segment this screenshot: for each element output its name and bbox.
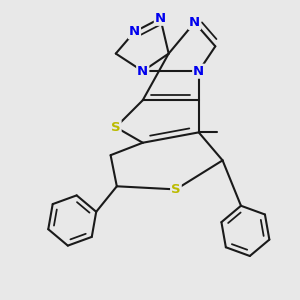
Text: S: S [111, 121, 121, 134]
Text: N: N [155, 12, 166, 25]
Text: N: N [137, 65, 148, 78]
Text: S: S [171, 183, 181, 196]
Text: N: N [193, 65, 204, 78]
Text: N: N [189, 16, 200, 29]
Text: N: N [129, 25, 140, 38]
